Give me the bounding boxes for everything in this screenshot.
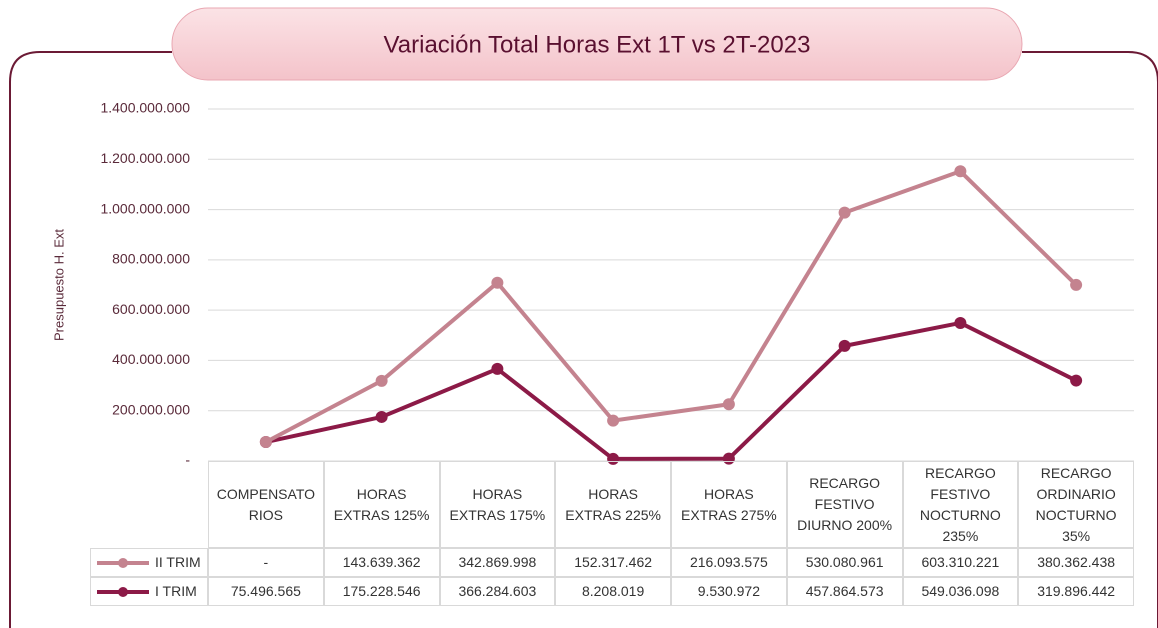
category-header: RECARGO ORDINARIO NOCTURNO 35% [1018,461,1134,548]
data-point [838,339,851,352]
legend-label: I TRIM [155,583,197,599]
category-header: RECARGO FESTIVO DIURNO 200% [786,461,903,548]
data-point [838,206,851,219]
value-label: 216.093.575 [671,548,787,577]
category-header: RECARGO FESTIVO NOCTURNO 235% [902,461,1019,548]
title-pill [171,7,1023,81]
data-point [954,165,967,178]
y-tick-label: 800.000.000 [112,251,190,267]
y-tick-label: 1.200.000.000 [100,150,190,166]
data-point [954,316,967,329]
data-point [491,362,504,375]
value-label: 366.284.603 [439,577,556,606]
value-label: 549.036.098 [902,577,1019,606]
data-point [375,410,388,423]
data-point [375,374,388,387]
value-label: - [208,548,324,577]
y-axis-label: Presupuesto H. Ext [51,229,66,341]
data-point [259,436,272,449]
value-label: 175.228.546 [323,577,440,606]
legend-swatch [97,557,149,568]
legend-swatch [97,586,149,597]
value-label: 457.864.573 [786,577,903,606]
data-point [722,398,735,411]
value-label: 143.639.362 [323,548,440,577]
data-point [1070,374,1083,387]
y-tick-label: 1.000.000.000 [100,200,190,216]
y-tick-label: 1.400.000.000 [100,100,190,116]
y-tick-label: 400.000.000 [112,351,190,367]
y-tick-label: 200.000.000 [112,401,190,417]
value-label: 530.080.961 [786,548,903,577]
series-line [264,169,1078,444]
value-label: 75.496.565 [208,577,324,606]
category-header: COMPENSATORIOS [208,461,324,548]
y-tick-label: 600.000.000 [112,301,190,317]
data-point [1070,278,1083,291]
series-line [265,320,1078,461]
legend-label: II TRIM [155,554,201,570]
value-label: 603.310.221 [902,548,1019,577]
category-header: HORAS EXTRAS 225% [555,461,671,548]
category-header: HORAS EXTRAS 175% [439,461,556,548]
value-label: 319.896.442 [1018,577,1134,606]
value-label: 9.530.972 [671,577,787,606]
value-label: 380.362.438 [1018,548,1134,577]
value-label: 8.208.019 [555,577,671,606]
y-tick-label: - [185,452,190,468]
legend-entry: I TRIM [90,577,208,606]
data-point [607,414,620,427]
value-label: 152.317.462 [555,548,671,577]
category-header: HORAS EXTRAS 275% [671,461,787,548]
legend-entry: II TRIM [90,548,208,577]
category-header: HORAS EXTRAS 125% [323,461,440,548]
value-label: 342.869.998 [439,548,556,577]
data-point [491,276,504,289]
chart-title: Variación Total Horas Ext 1T vs 2T-2023 [384,31,811,58]
